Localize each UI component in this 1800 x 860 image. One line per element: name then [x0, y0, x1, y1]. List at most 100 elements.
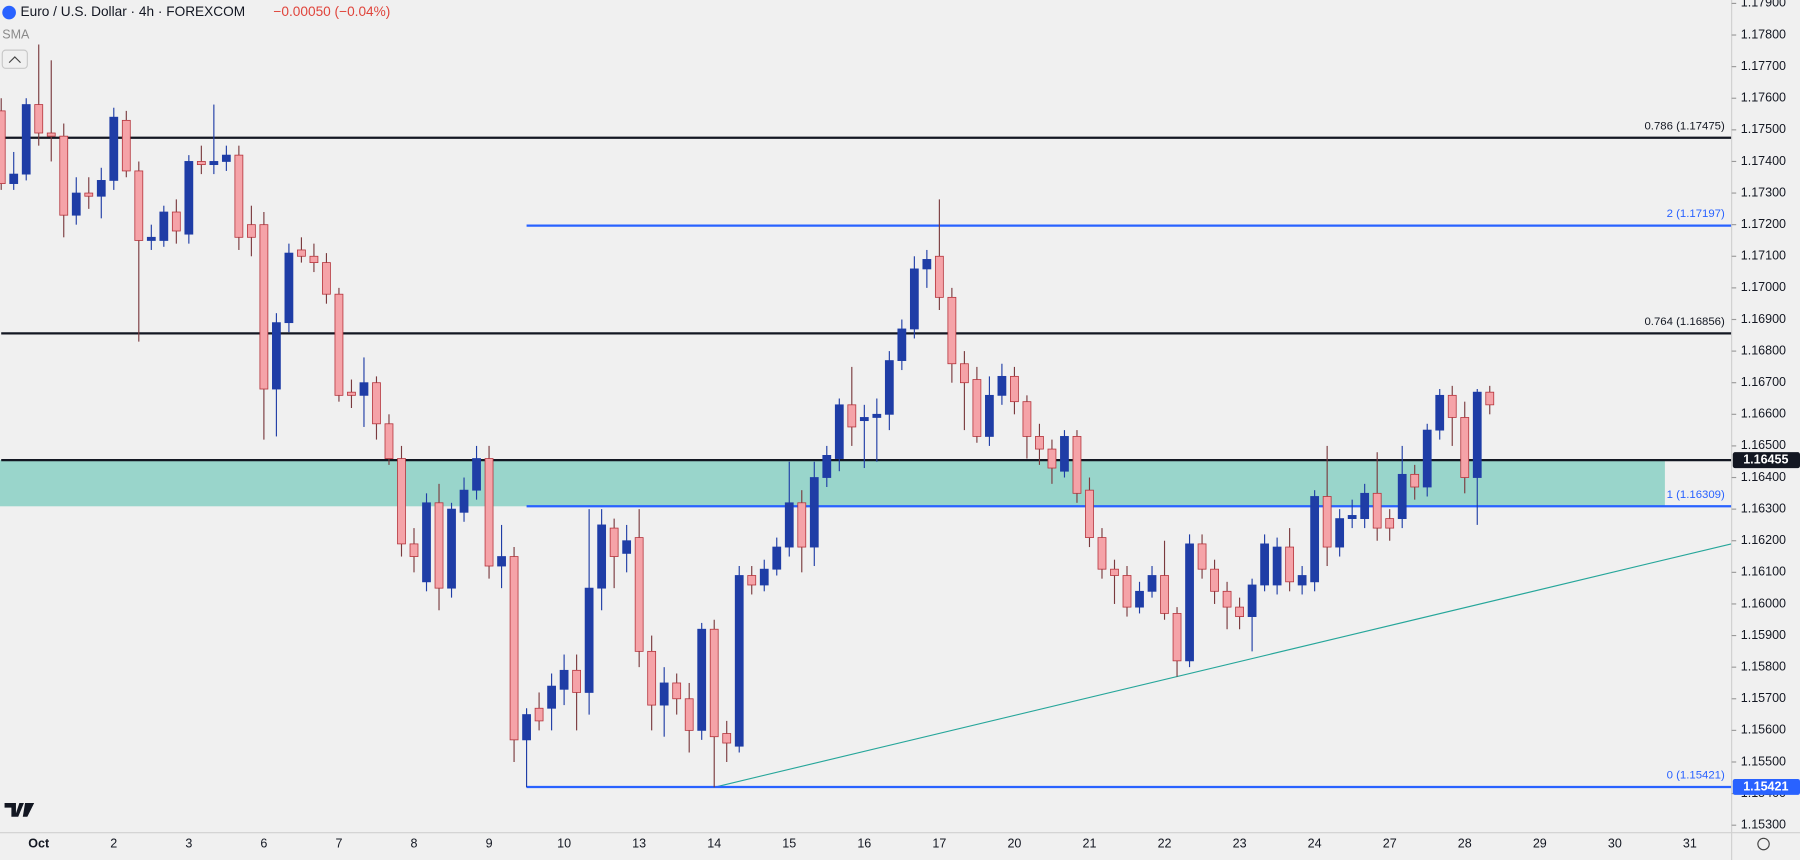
candle-body [259, 224, 269, 390]
y-tick-label: 1.16400 [1741, 470, 1786, 484]
candle-body [484, 458, 494, 567]
candle-body [559, 669, 569, 690]
y-tick-label: 1.16800 [1741, 343, 1786, 357]
candle-body [722, 733, 732, 744]
plot-area: 0.786 (1.17475) 2 (1.17197) 0.764 (1.16856… [0, 44, 1732, 789]
candle-body [847, 404, 857, 428]
candle-body [21, 104, 31, 175]
y-tick-label: 1.16900 [1741, 312, 1786, 326]
candle-body [922, 259, 932, 270]
candle-body [1222, 590, 1232, 608]
price-tag-label: 1.16455 [1743, 452, 1788, 466]
symbol-title: Euro / U.S. Dollar · 4h · FOREXCOM [21, 4, 246, 19]
candle-body [1347, 515, 1357, 520]
candle-body [9, 173, 19, 184]
candle-body [1460, 417, 1470, 478]
y-tick-label: 1.17300 [1741, 185, 1786, 199]
x-tick-label: 17 [932, 836, 946, 850]
level-label: 1 (1.16309) [1667, 489, 1725, 501]
candle-body [622, 540, 632, 554]
candle-body [797, 502, 807, 548]
candle-body [1035, 436, 1044, 450]
x-tick-label: 22 [1158, 836, 1172, 850]
candle-body [985, 394, 994, 437]
candle-body [784, 502, 794, 548]
candle-body [1047, 448, 1057, 469]
candle-body [334, 293, 344, 396]
price-tag-label: 1.15421 [1743, 779, 1788, 793]
candle-body [497, 556, 506, 567]
y-tick-label: 1.16500 [1741, 438, 1786, 452]
candle-body [1235, 606, 1244, 617]
candle-body [159, 211, 169, 241]
candle-body [909, 268, 919, 330]
candle-body [1010, 375, 1019, 403]
candle-body [822, 455, 832, 478]
price-tag [1732, 452, 1800, 469]
y-tick-label: 1.15600 [1741, 723, 1786, 737]
candle-body [447, 508, 456, 589]
candle-body [884, 360, 894, 415]
candle-body [84, 192, 94, 197]
x-tick-label: 16 [857, 836, 871, 850]
candle-body [297, 249, 306, 257]
x-tick-label: 6 [260, 836, 267, 850]
candle-body [1260, 543, 1269, 586]
candle-body [1310, 496, 1320, 583]
candle-body [672, 682, 682, 700]
x-tick-label: 13 [632, 836, 646, 850]
candle-body [272, 322, 281, 390]
candle-body [1135, 590, 1144, 608]
candle-body [1060, 436, 1069, 472]
price-tag [1732, 778, 1800, 795]
candle-body [96, 180, 106, 197]
x-tick-label: 30 [1608, 836, 1622, 850]
candle-body [1372, 492, 1382, 529]
candle-body [684, 698, 694, 731]
candle-body [196, 161, 206, 166]
y-tick-label: 1.17200 [1741, 217, 1786, 231]
x-tick-label: 10 [557, 836, 571, 850]
candle-body [1410, 473, 1420, 488]
candle-body [0, 110, 6, 184]
level-label: 0.764 (1.16856) [1644, 316, 1725, 328]
candle-body [1297, 575, 1307, 586]
y-tick-label: 1.17500 [1741, 122, 1786, 136]
y-tick-label: 1.16700 [1741, 375, 1786, 389]
candle-body [1397, 473, 1407, 520]
collapse-button[interactable] [1, 49, 28, 69]
y-tick-label: 1.17100 [1741, 249, 1786, 263]
candle-body [934, 255, 944, 298]
collapse-icon [8, 56, 21, 64]
candle-body [146, 236, 156, 241]
candle-body [34, 104, 44, 134]
candle-body [1210, 568, 1219, 592]
settings-icon[interactable] [1757, 837, 1770, 851]
y-tick-label: 1.16300 [1741, 501, 1786, 515]
candle-body [409, 543, 419, 557]
candle-body [459, 489, 469, 513]
candle-body [522, 714, 531, 741]
level-label: 0.786 (1.17475) [1644, 120, 1725, 132]
x-tick-label: 23 [1233, 836, 1247, 850]
candle-body [897, 328, 907, 361]
y-tick-label: 1.17400 [1741, 154, 1786, 168]
candle-body [809, 477, 819, 548]
y-tick-label: 1.15700 [1741, 691, 1786, 705]
candle-body [1072, 436, 1082, 494]
x-tick-label: 28 [1458, 836, 1472, 850]
candle-body [997, 375, 1007, 396]
candle-body [1447, 394, 1457, 418]
y-tick-label: 1.16600 [1741, 407, 1786, 421]
candle-body [1285, 546, 1295, 583]
x-tick-label: 27 [1383, 836, 1397, 850]
candle-body [534, 707, 544, 722]
candle-body [309, 255, 319, 263]
candle-body [221, 154, 231, 162]
x-tick-label: 15 [782, 836, 796, 850]
candle-body [1085, 489, 1094, 538]
candle-body [109, 116, 119, 181]
candle-body [134, 170, 144, 241]
y-tick-label: 1.15900 [1741, 628, 1786, 642]
y-tick-label: 1.17900 [1741, 0, 1786, 10]
